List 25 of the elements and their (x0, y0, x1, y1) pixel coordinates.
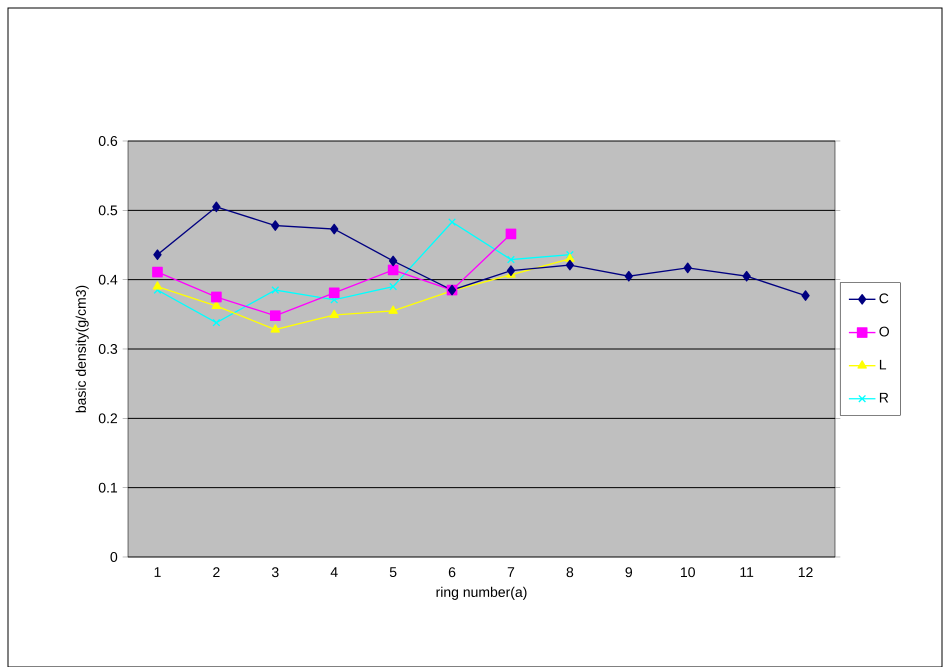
y-tick-label: 0 (110, 552, 118, 562)
x-tick-label: 7 (508, 567, 514, 577)
legend-label: R (880, 392, 888, 402)
x-tick-label: 6 (448, 567, 456, 578)
x-tick-label: 12 (798, 567, 813, 578)
x-axis-title: ring number(a) (436, 586, 527, 600)
x-tick-label: 8 (566, 567, 574, 578)
x-tick-label: 5 (390, 567, 396, 578)
legend-label: C (879, 293, 888, 304)
y-tick-label: 0.6 (98, 136, 118, 146)
x-tick-label: 10 (680, 567, 695, 578)
y-tick-label: 0.4 (98, 274, 118, 285)
x-tick-label: 4 (330, 567, 338, 577)
y-tick-label: 0.3 (98, 344, 118, 354)
x-tick-label: 2 (213, 567, 220, 578)
y-axis-title: basic density(g/cm3) (76, 286, 89, 412)
legend-label: O (879, 326, 889, 337)
x-tick-label: 9 (626, 567, 632, 578)
y-tick-label: 0.5 (98, 205, 118, 216)
x-tick-label: 1 (154, 567, 161, 577)
legend-label: L (880, 360, 886, 370)
y-tick-label: 0.1 (98, 482, 118, 493)
x-tick-label: 11 (740, 567, 754, 577)
y-tick-label: 0.2 (98, 413, 118, 424)
x-tick-label: 3 (272, 567, 279, 578)
